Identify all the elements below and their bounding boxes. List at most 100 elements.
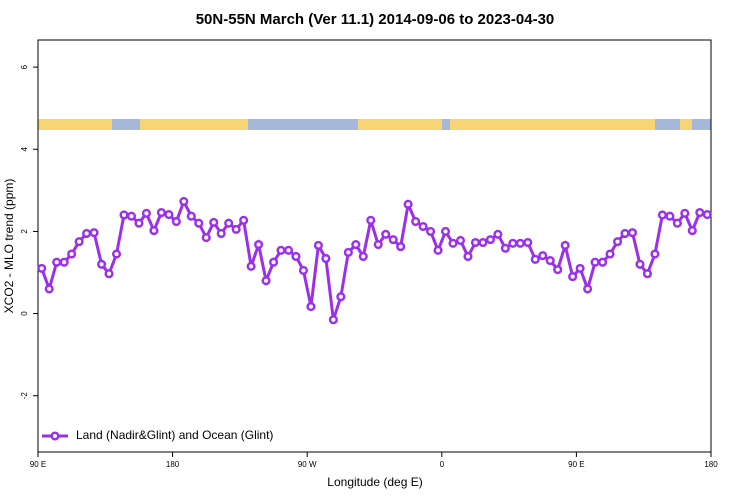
point [650, 249, 660, 259]
point [194, 218, 204, 228]
point [538, 251, 548, 261]
legend-marker [50, 431, 60, 441]
x-tick-label: 180 [166, 460, 180, 469]
land-ocean-band [38, 119, 711, 130]
point [119, 210, 129, 220]
point [583, 284, 593, 294]
legend-label: Land (Nadir&Glint) and Ocean (Glint) [76, 428, 273, 442]
point [171, 217, 181, 227]
point [695, 207, 705, 218]
y-tick-label: -2 [20, 392, 29, 400]
point [680, 208, 690, 218]
point [111, 249, 122, 259]
point [231, 224, 241, 234]
point [306, 302, 316, 312]
point [89, 228, 99, 238]
point [463, 251, 473, 262]
point [201, 233, 211, 243]
land-band [450, 119, 655, 130]
point [126, 211, 137, 221]
point [149, 226, 159, 236]
point [343, 247, 353, 257]
point [418, 221, 428, 232]
point [523, 237, 533, 248]
point [665, 211, 675, 221]
point [358, 251, 368, 262]
x-tick-label: 90 E [30, 460, 46, 469]
point [313, 240, 323, 250]
point [553, 265, 563, 275]
point [52, 257, 62, 267]
point [134, 218, 144, 228]
point [37, 263, 47, 273]
x-axis-label: Longitude (deg E) [327, 475, 422, 489]
point [702, 210, 712, 220]
land-band [38, 119, 112, 130]
point [598, 257, 608, 267]
point [254, 240, 264, 250]
point [426, 226, 436, 236]
x-tick-label: 180 [704, 460, 718, 469]
x-tick-label: 90 W [298, 460, 317, 469]
point [687, 226, 697, 236]
land-band [358, 119, 442, 130]
point [291, 251, 301, 262]
point [545, 256, 555, 266]
point [388, 235, 398, 245]
point [433, 245, 443, 255]
point [44, 284, 54, 294]
point [635, 259, 645, 269]
point [239, 215, 249, 225]
land-band [140, 119, 248, 130]
point [515, 238, 525, 248]
point [141, 208, 151, 218]
point [568, 272, 578, 282]
plot-frame [37, 39, 712, 453]
point [351, 240, 361, 250]
point [448, 238, 458, 248]
point [283, 245, 294, 255]
point [470, 237, 481, 248]
point [493, 229, 503, 239]
point [97, 259, 107, 269]
chart-title: 50N-55N March (Ver 11.1) 2014-09-06 to 2… [196, 11, 555, 28]
point [186, 211, 196, 221]
point [224, 218, 234, 228]
point [590, 257, 600, 267]
point [373, 240, 383, 250]
point [328, 315, 338, 325]
x-tick-label: 90 E [568, 460, 584, 469]
point [485, 235, 495, 245]
point [74, 237, 84, 247]
point [620, 228, 630, 239]
point [336, 292, 346, 302]
point [478, 237, 488, 248]
point [156, 207, 166, 218]
point [530, 254, 540, 264]
point [396, 242, 406, 252]
point [381, 229, 391, 239]
point [179, 196, 189, 206]
point [104, 269, 114, 279]
point [298, 265, 309, 275]
y-tick-label: 4 [20, 146, 29, 151]
point [403, 199, 413, 209]
point [246, 261, 256, 271]
point [321, 253, 331, 264]
point [164, 210, 174, 220]
point [440, 226, 451, 236]
point [411, 217, 421, 227]
point [642, 269, 652, 279]
point [276, 245, 286, 255]
y-tick-label: 2 [20, 229, 29, 234]
point [560, 240, 570, 250]
land-band [680, 119, 692, 130]
point [500, 243, 510, 253]
point [82, 228, 92, 239]
point [672, 218, 682, 228]
y-tick-label: 6 [20, 64, 29, 69]
point [612, 237, 623, 247]
point [261, 276, 271, 286]
